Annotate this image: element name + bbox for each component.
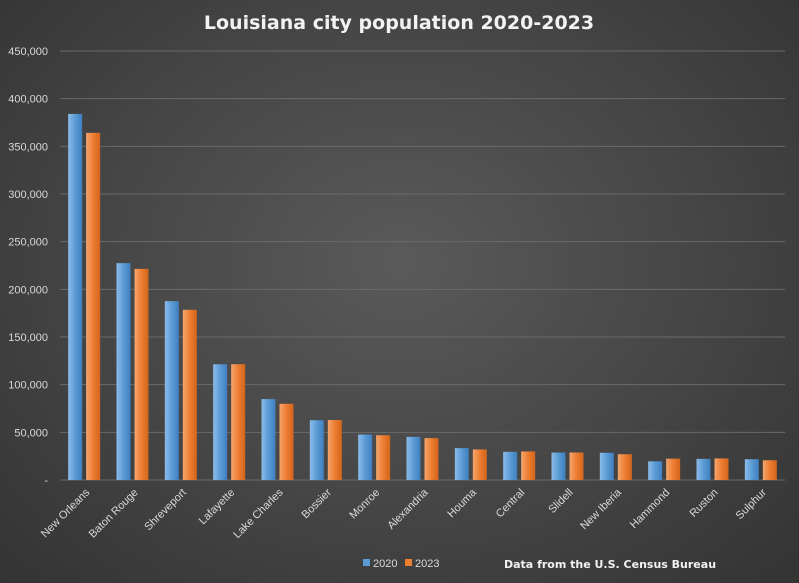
y-tick-label: 350,000 xyxy=(8,141,48,153)
bar-2023-lafayette xyxy=(231,364,246,480)
bar-2020-central xyxy=(503,451,518,480)
x-tick-label: New Iberia xyxy=(578,486,624,532)
y-axis-ticks: - 50,000 100,000 150,000 200,000 250,000 300,0… xyxy=(8,46,48,487)
x-tick-label: Central xyxy=(494,487,528,521)
gridlines xyxy=(60,50,785,481)
bar-2020-houma xyxy=(454,448,469,480)
bar-2023-alexandria xyxy=(424,438,439,480)
bar-2023-monroe xyxy=(376,435,391,480)
bar-2023-sulphur xyxy=(762,460,777,480)
x-tick-label: Lake Charles xyxy=(231,486,286,541)
bar-2020-lake-charles xyxy=(261,399,276,480)
y-tick-label: 50,000 xyxy=(14,427,48,439)
x-tick-label: Bossier xyxy=(300,486,335,521)
y-tick-label: 400,000 xyxy=(8,94,48,106)
bar-2020-bossier xyxy=(309,420,324,480)
bar-2020-ruston xyxy=(696,458,711,480)
x-tick-label: Lafayette xyxy=(197,487,237,527)
y-tick-label: - xyxy=(44,475,48,487)
bar-2023-houma xyxy=(472,449,487,480)
bar-2020-alexandria xyxy=(406,436,421,480)
bar-2020-lafayette xyxy=(213,364,228,480)
legend-label: 2023 xyxy=(415,558,439,570)
legend: 2020 2023 xyxy=(363,558,439,570)
y-tick-label: 200,000 xyxy=(8,284,48,296)
bar-2020-baton-rouge xyxy=(116,263,131,480)
bar-2023-ruston xyxy=(714,458,729,480)
bar-2020-slidell xyxy=(551,452,566,480)
bar-2020-monroe xyxy=(358,434,373,480)
bar-2023-shreveport xyxy=(182,309,197,480)
bar-2020-hammond xyxy=(648,461,663,480)
bar-2023-baton-rouge xyxy=(134,268,149,480)
bar-2023-new-iberia xyxy=(617,454,632,480)
x-tick-label: Baton Rouge xyxy=(87,487,141,541)
x-tick-label: New Orleans xyxy=(39,486,93,540)
chart-title: Louisiana city population 2020-2023 xyxy=(204,12,594,34)
y-tick-label: 450,000 xyxy=(8,46,48,58)
bar-2023-lake-charles xyxy=(279,403,294,480)
bar-2023-central xyxy=(521,451,536,480)
x-tick-label: Alexandria xyxy=(385,486,431,532)
legend-swatch-2023 xyxy=(405,559,412,566)
bar-2023-hammond xyxy=(666,458,681,480)
legend-label: 2020 xyxy=(373,558,397,570)
y-tick-label: 250,000 xyxy=(8,237,48,249)
bar-2023-new-orleans xyxy=(86,132,101,481)
y-tick-label: 300,000 xyxy=(8,189,48,201)
bar-2020-new-orleans xyxy=(68,113,83,481)
legend-swatch-2020 xyxy=(363,559,370,566)
y-tick-label: 100,000 xyxy=(8,380,48,392)
bar-2020-shreveport xyxy=(164,301,179,480)
y-tick-label: 150,000 xyxy=(8,332,48,344)
bars xyxy=(68,113,777,481)
bar-2023-slidell xyxy=(569,452,584,480)
x-tick-label: Sulphur xyxy=(734,486,770,522)
x-tick-label: Hammond xyxy=(628,487,672,531)
bar-2020-new-iberia xyxy=(599,452,614,480)
x-tick-label: Houma xyxy=(445,486,479,520)
x-tick-label: Shreveport xyxy=(142,487,189,534)
bar-2023-bossier xyxy=(327,420,342,480)
x-tick-label: Ruston xyxy=(687,487,720,520)
source-note: Data from the U.S. Census Bureau xyxy=(504,558,716,571)
x-tick-label: Monroe xyxy=(347,487,382,522)
bar-2020-sulphur xyxy=(744,459,759,480)
x-tick-label: Slidell xyxy=(546,487,575,516)
